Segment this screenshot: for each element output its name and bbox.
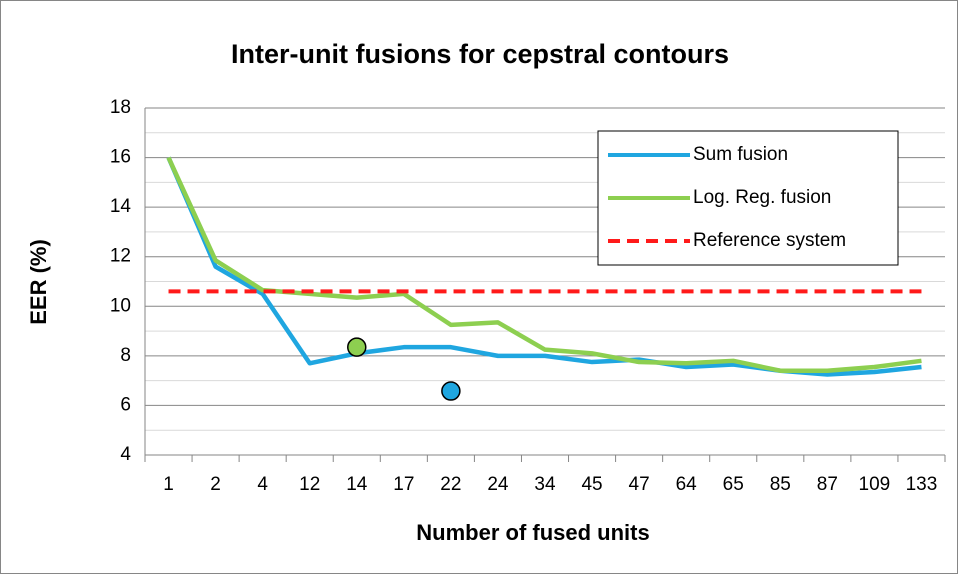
x-tick-label: 65 xyxy=(723,474,744,495)
y-tick-label: 16 xyxy=(110,147,131,168)
x-tick-label: 45 xyxy=(581,474,602,495)
legend-label: Sum fusion xyxy=(693,144,788,165)
legend-label: Log. Reg. fusion xyxy=(693,187,831,208)
legend-label: Reference system xyxy=(693,230,846,251)
x-tick-label: 2 xyxy=(210,474,221,495)
y-tick-label: 6 xyxy=(120,394,131,415)
x-tick-label: 133 xyxy=(906,474,938,495)
y-axis-label: EER (%) xyxy=(26,239,51,325)
y-tick-label: 8 xyxy=(120,345,131,366)
x-tick-label: 34 xyxy=(534,474,556,495)
y-tick-label: 12 xyxy=(110,246,131,267)
x-tick-label: 47 xyxy=(629,474,650,495)
x-tick-label: 87 xyxy=(817,474,838,495)
x-tick-label: 22 xyxy=(440,474,461,495)
y-tick-label: 10 xyxy=(110,295,131,316)
y-tick-label: 18 xyxy=(110,97,131,118)
x-tick-label: 109 xyxy=(859,474,891,495)
y-tick-label: 4 xyxy=(120,444,131,465)
marker-point xyxy=(441,381,461,401)
y-tick-label: 14 xyxy=(110,196,132,217)
x-tick-label: 64 xyxy=(676,474,698,495)
chart-title: Inter-unit fusions for cepstral contours xyxy=(231,39,729,69)
x-tick-label: 12 xyxy=(299,474,320,495)
marker-point xyxy=(347,337,367,357)
x-tick-label: 85 xyxy=(770,474,791,495)
x-tick-label: 4 xyxy=(257,474,268,495)
x-tick-label: 14 xyxy=(346,474,368,495)
x-tick-label: 17 xyxy=(393,474,414,495)
x-tick-label: 1 xyxy=(163,474,174,495)
x-axis-label: Number of fused units xyxy=(416,520,649,545)
x-tick-label: 24 xyxy=(487,474,509,495)
